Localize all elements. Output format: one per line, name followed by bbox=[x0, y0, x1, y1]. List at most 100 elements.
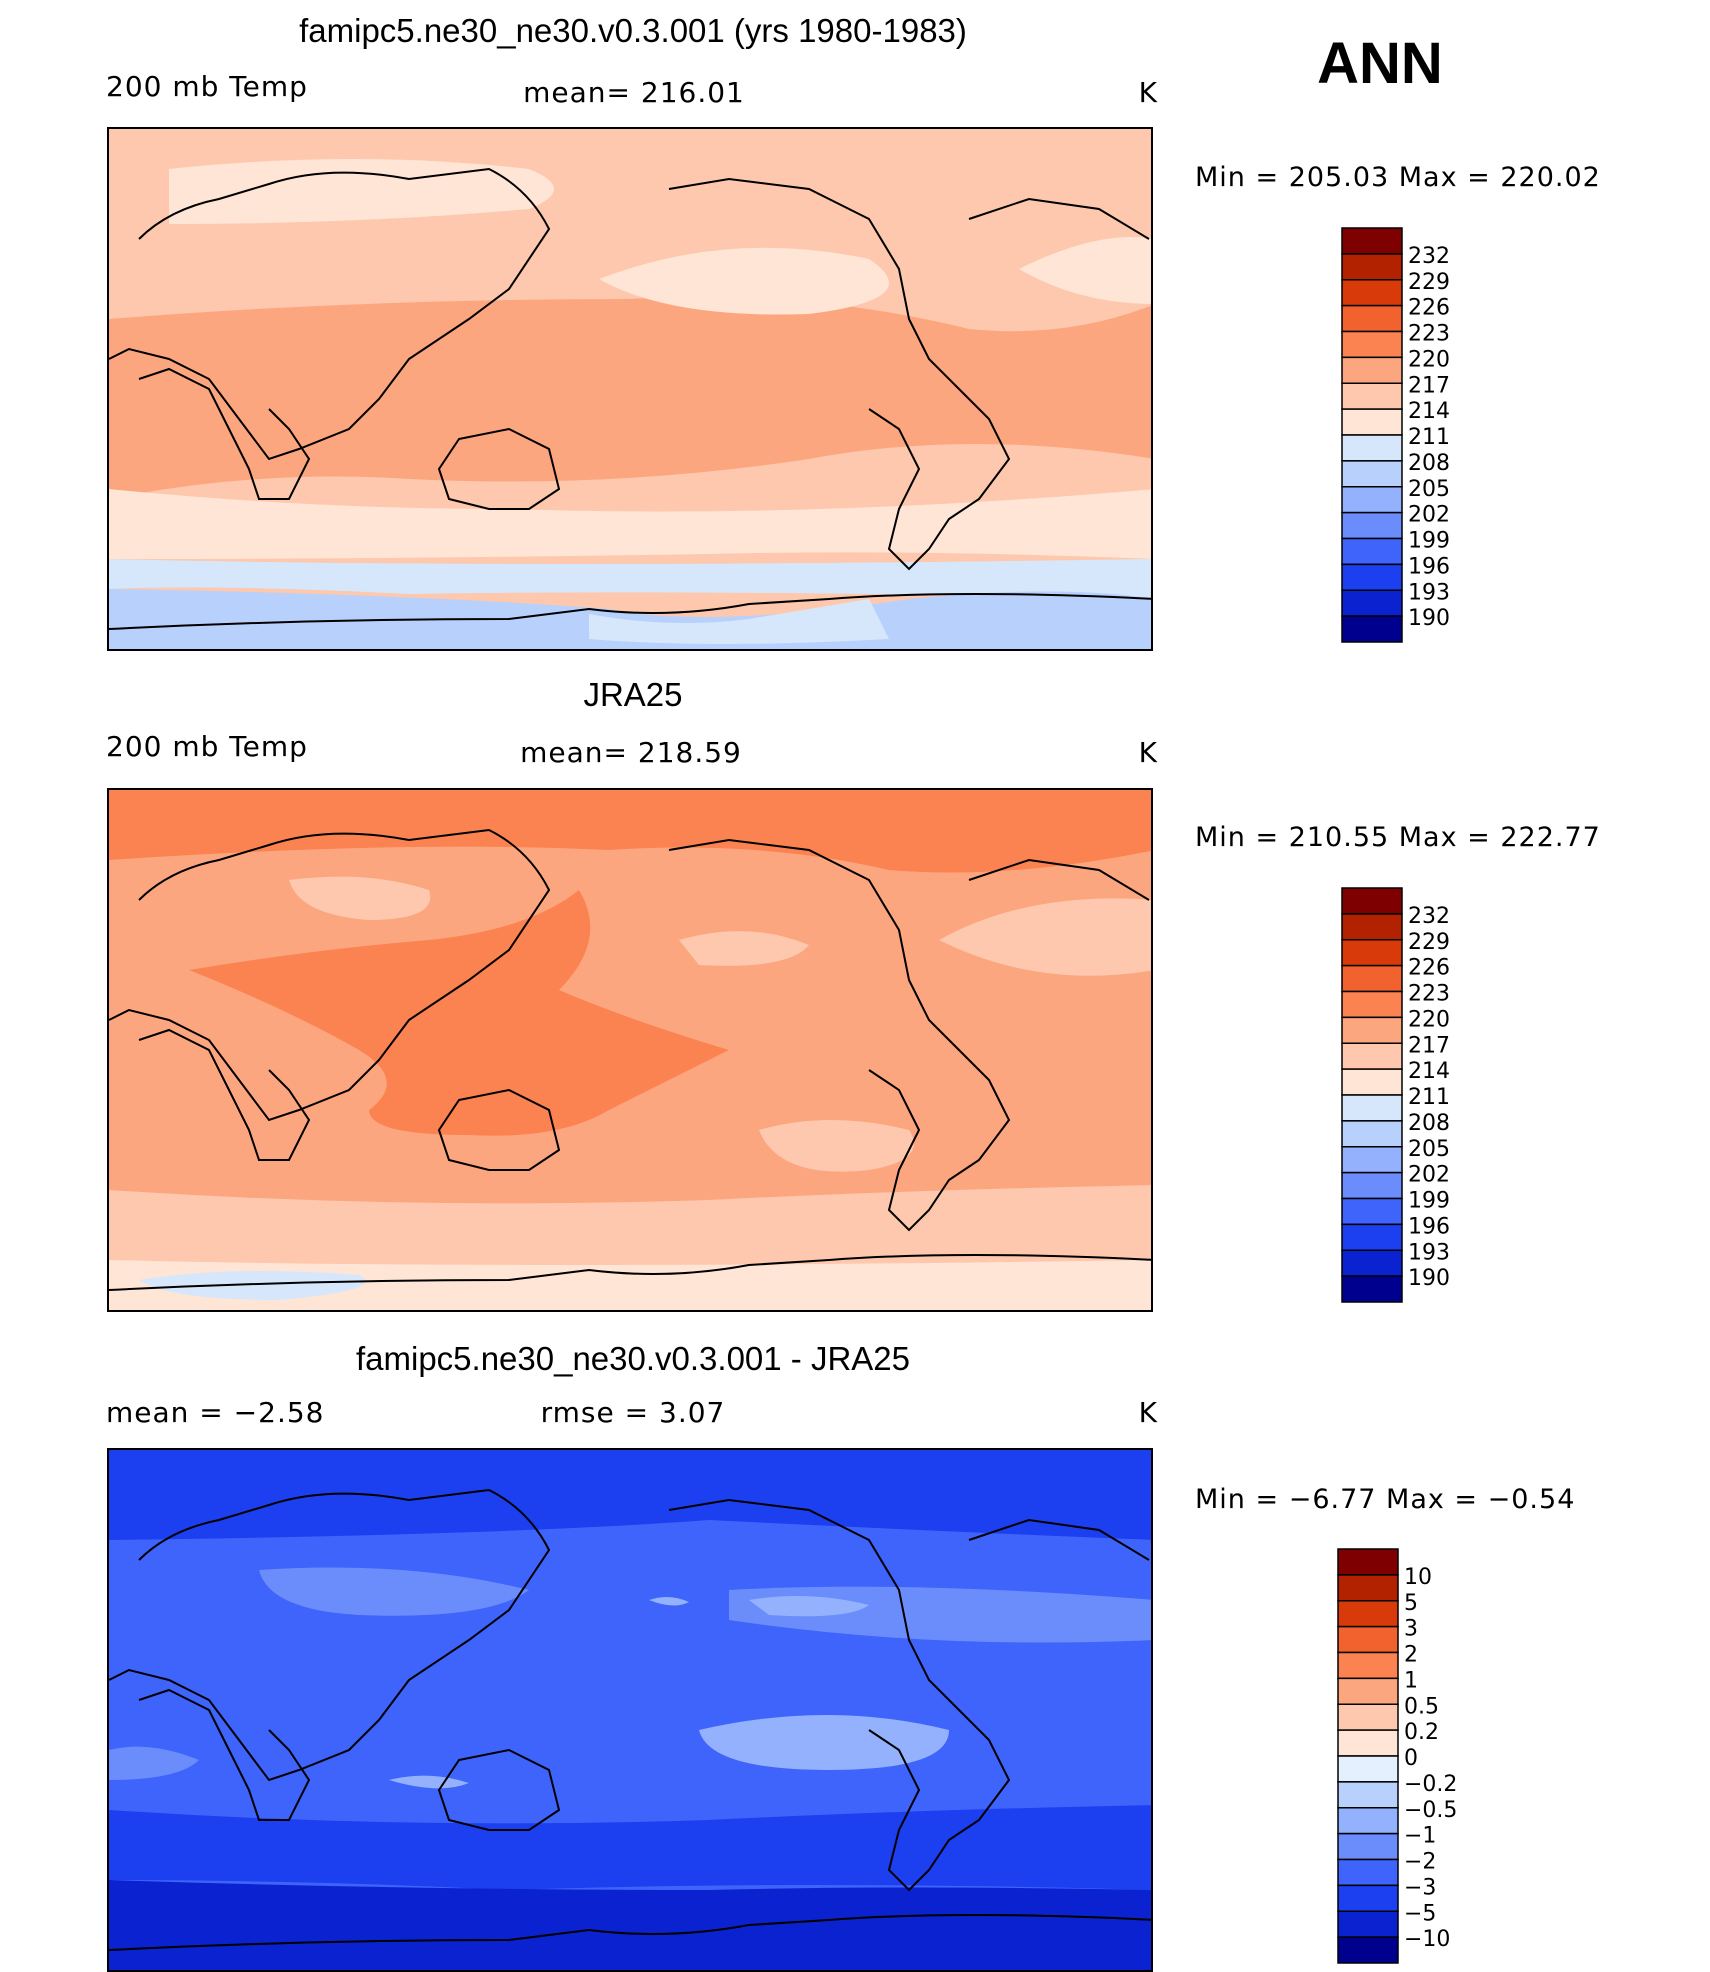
panel-1-minmax: Min = 205.03 Max = 220.02 bbox=[1195, 162, 1601, 193]
panel-3-contour-field bbox=[109, 1450, 1151, 1970]
colorbar-swatch bbox=[1337, 1936, 1399, 1964]
panel-1-colorbar-svg: 2322292262232202172142112082052021991961… bbox=[1341, 227, 1450, 643]
colorbar-tick-label: 232 bbox=[1408, 244, 1450, 269]
colorbar-tick-label: 226 bbox=[1408, 296, 1450, 321]
panel-3-band-eurasia bbox=[259, 1567, 529, 1616]
colorbar-swatch bbox=[1341, 990, 1403, 1019]
colorbar-swatch bbox=[1341, 964, 1403, 993]
colorbar-swatch bbox=[1341, 1120, 1403, 1148]
colorbar-swatch bbox=[1341, 1197, 1403, 1226]
panel-3-band-north bbox=[109, 1450, 1151, 1540]
colorbar-swatch bbox=[1337, 1677, 1399, 1705]
panel-1-contour-field bbox=[109, 129, 1151, 649]
colorbar-swatch bbox=[1341, 1171, 1403, 1200]
panel-3-rmse-label: rmse = 3.07 bbox=[540, 1396, 726, 1429]
colorbar-tick-label: 190 bbox=[1408, 1266, 1450, 1291]
colorbar-tick-label: 211 bbox=[1408, 425, 1450, 450]
panel-1-variable-label: 200 mb Temp bbox=[106, 70, 308, 103]
panel-2-coastlines bbox=[109, 828, 1151, 1291]
panel-3-band-antarctic bbox=[109, 1880, 1151, 1970]
colorbar-swatch bbox=[1337, 1832, 1399, 1861]
colorbar-swatch bbox=[1341, 227, 1403, 255]
colorbar-swatch bbox=[1341, 511, 1403, 540]
panel-1-map bbox=[107, 127, 1153, 651]
colorbar-swatch bbox=[1341, 1016, 1403, 1044]
colorbar-tick-label: 229 bbox=[1408, 270, 1450, 295]
panel-2-band-eurasia bbox=[289, 876, 431, 920]
colorbar-swatch bbox=[1341, 382, 1403, 410]
colorbar-swatch bbox=[1341, 1068, 1403, 1096]
colorbar-tick-label: −3 bbox=[1404, 1875, 1436, 1900]
panel-2-variable-label: 200 mb Temp bbox=[106, 730, 308, 763]
colorbar-swatch bbox=[1337, 1574, 1399, 1602]
colorbar-tick-label: 208 bbox=[1408, 451, 1450, 476]
panel-2-band-natl bbox=[939, 898, 1151, 976]
panel-3-mean-label: mean = −2.58 bbox=[106, 1396, 325, 1429]
colorbar-swatch bbox=[1337, 1910, 1399, 1938]
colorbar-tick-label: 214 bbox=[1408, 1059, 1450, 1084]
colorbar-tick-label: −5 bbox=[1404, 1901, 1436, 1926]
colorbar-swatch bbox=[1341, 1094, 1403, 1122]
colorbar-swatch bbox=[1341, 913, 1403, 941]
colorbar-tick-label: 211 bbox=[1408, 1085, 1450, 1110]
colorbar-swatch bbox=[1337, 1858, 1399, 1887]
panel-1-band-antarctic bbox=[109, 589, 1151, 649]
colorbar-swatch bbox=[1341, 1275, 1403, 1303]
colorbar-swatch bbox=[1341, 408, 1403, 436]
colorbar-tick-label: −0.5 bbox=[1404, 1798, 1457, 1823]
colorbar-tick-label: 214 bbox=[1408, 399, 1450, 424]
colorbar-tick-label: −0.2 bbox=[1404, 1772, 1457, 1797]
panel-2-band-antarctic-cold bbox=[139, 1271, 366, 1300]
colorbar-swatch bbox=[1341, 1223, 1403, 1251]
colorbar-tick-label: 193 bbox=[1408, 580, 1450, 605]
panel-2-band-arctic bbox=[109, 790, 1151, 873]
colorbar-swatch bbox=[1341, 1042, 1403, 1070]
colorbar-tick-label: 5 bbox=[1404, 1591, 1418, 1616]
colorbar-tick-label: 223 bbox=[1408, 982, 1450, 1007]
panel-2-contour-field bbox=[109, 790, 1151, 1310]
colorbar-tick-label: 202 bbox=[1408, 503, 1450, 528]
colorbar-swatch bbox=[1341, 939, 1403, 967]
colorbar-tick-label: 223 bbox=[1408, 322, 1450, 347]
colorbar-tick-label: 3 bbox=[1404, 1617, 1418, 1642]
colorbar-tick-label: 202 bbox=[1408, 1163, 1450, 1188]
colorbar-tick-label: 196 bbox=[1408, 554, 1450, 579]
colorbar-swatch bbox=[1341, 1249, 1403, 1277]
colorbar-tick-label: 205 bbox=[1408, 477, 1450, 502]
colorbar-swatch bbox=[1337, 1600, 1399, 1628]
panel-3-map bbox=[107, 1448, 1153, 1972]
panel-2-units-label: K bbox=[1138, 736, 1158, 769]
colorbar-swatch bbox=[1337, 1548, 1399, 1576]
colorbar-swatch bbox=[1341, 279, 1403, 307]
colorbar-tick-label: 190 bbox=[1408, 606, 1450, 631]
colorbar-swatch bbox=[1337, 1807, 1399, 1835]
colorbar-swatch bbox=[1337, 1781, 1399, 1809]
colorbar-swatch bbox=[1341, 887, 1403, 915]
panel-2-band-npac bbox=[679, 931, 809, 966]
panel-2-map bbox=[107, 788, 1153, 1312]
colorbar-swatch bbox=[1337, 1729, 1399, 1757]
panel-1-band-tropics bbox=[109, 297, 1151, 499]
panel-1-band-natl bbox=[1019, 237, 1151, 304]
colorbar-tick-label: −1 bbox=[1404, 1824, 1436, 1849]
colorbar-swatch bbox=[1341, 460, 1403, 488]
panel-1-mean-label: mean= 216.01 bbox=[523, 76, 745, 109]
colorbar-swatch bbox=[1341, 589, 1403, 617]
panel-3-units-label: K bbox=[1138, 1396, 1158, 1429]
panel-3-band-spac-warm bbox=[699, 1715, 949, 1770]
season-label: ANN bbox=[1317, 31, 1443, 96]
colorbar-swatch bbox=[1341, 330, 1403, 359]
colorbar-tick-label: 226 bbox=[1408, 956, 1450, 981]
colorbar-swatch bbox=[1337, 1625, 1399, 1654]
panel-1-band-npac bbox=[599, 247, 889, 315]
panel-3-coastlines bbox=[109, 1488, 1151, 1951]
colorbar-swatch bbox=[1341, 486, 1403, 514]
colorbar-swatch bbox=[1341, 537, 1403, 566]
colorbar-tick-label: 205 bbox=[1408, 1137, 1450, 1162]
colorbar-tick-label: 232 bbox=[1408, 904, 1450, 929]
colorbar-swatch bbox=[1341, 253, 1403, 281]
colorbar-tick-label: 199 bbox=[1408, 529, 1450, 554]
colorbar-swatch bbox=[1341, 1146, 1403, 1174]
panel-1-units-label: K bbox=[1138, 76, 1158, 109]
colorbar-tick-label: 229 bbox=[1408, 930, 1450, 955]
